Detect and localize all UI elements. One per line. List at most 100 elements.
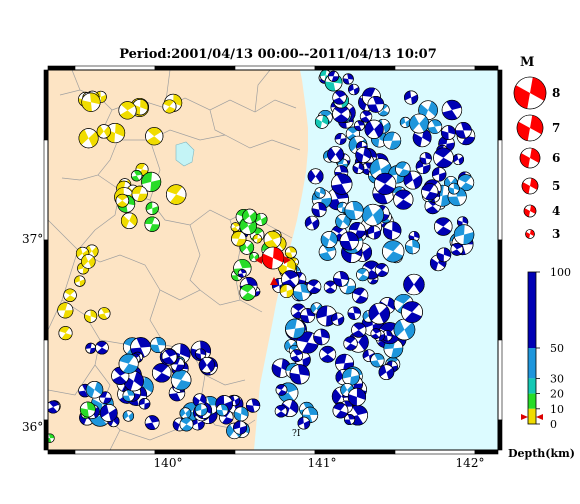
focal-mechanism-offshore-south xyxy=(378,364,395,381)
focal-mechanism-trench xyxy=(433,147,454,169)
focal-mechanism-west-north xyxy=(118,101,137,120)
focal-mechanism-offshore-south xyxy=(393,318,416,341)
frame-segment-bottom xyxy=(394,449,476,455)
focal-mechanism-south xyxy=(152,363,172,383)
focal-mechanism-offshore-north xyxy=(354,120,365,132)
depth-legend-title: Depth(km) xyxy=(508,447,575,460)
focal-mechanism-west-central xyxy=(145,201,159,215)
map-border xyxy=(47,69,499,451)
focal-mechanism-south xyxy=(138,397,151,410)
frame-segment-bottom xyxy=(154,449,236,455)
focal-mechanism-offshore-north xyxy=(383,131,402,150)
frame-segment-left xyxy=(43,69,49,141)
frame-segment-left xyxy=(43,139,49,241)
focal-mechanism-south xyxy=(161,348,178,365)
frame-segment-right xyxy=(497,339,503,421)
focal-mechanism-inland-swarm xyxy=(254,212,268,226)
focal-mechanism-offshore-south xyxy=(290,349,304,362)
frame-segment-bottom xyxy=(234,449,316,455)
depth-marker-right-icon xyxy=(536,414,543,420)
frame-segment-top xyxy=(314,65,396,71)
focal-mechanism-offshore-south xyxy=(333,271,349,287)
focal-mechanism-west-central xyxy=(166,184,187,205)
magnitude-legend-title: M xyxy=(520,55,534,70)
depth-tick-label: 50 xyxy=(550,342,564,355)
focal-mechanism-offshore-south xyxy=(351,322,367,338)
depth-band xyxy=(528,408,536,424)
focal-mechanism-offshore-south xyxy=(323,280,337,294)
focal-mechanism-offshore-southwest xyxy=(297,416,311,430)
focal-mechanism-west-south xyxy=(81,254,96,269)
magnitude-legend-ball-icon xyxy=(525,229,535,239)
focal-mechanism-coastal-north xyxy=(314,114,329,129)
focal-mechanism-inland-swarm xyxy=(237,269,247,278)
focal-mechanism-west-central xyxy=(115,193,130,208)
frame-segment-bottom xyxy=(314,449,396,455)
depth-tick-label: 30 xyxy=(550,372,564,385)
depth-band xyxy=(528,393,536,409)
focal-mechanism-south-east xyxy=(192,393,207,408)
focal-mechanism-offshore-central xyxy=(434,217,453,236)
frame-segment-top xyxy=(47,65,76,71)
focal-mechanism-offshore-south xyxy=(331,312,345,326)
focal-mechanism-offshore-central xyxy=(307,168,324,185)
focal-mechanism-south-east xyxy=(245,398,261,413)
magnitude-legend-label: 4 xyxy=(552,204,560,218)
focal-mechanisms xyxy=(48,70,476,443)
focal-mechanism-offshore-north xyxy=(367,96,385,113)
depth-marker-left-icon xyxy=(521,414,528,420)
focal-mechanism-offshore-south xyxy=(296,331,319,354)
focal-mechanism-offshore-central xyxy=(339,231,359,251)
focal-mechanism-offshore-north xyxy=(427,119,443,134)
focal-mechanism-offshore-southwest xyxy=(275,384,288,396)
focal-mechanism-offshore-north xyxy=(452,153,465,166)
focal-mechanism-offshore-north xyxy=(327,146,344,163)
depth-tick-label: 10 xyxy=(550,403,564,416)
focal-mechanism-south xyxy=(179,417,194,432)
focal-mechanism-offshore-central xyxy=(457,174,475,192)
frame-segment-left xyxy=(43,339,49,421)
magnitude-legend: M 8 7 6 5 4 3 xyxy=(513,55,560,241)
focal-mechanism-west-south xyxy=(74,275,86,287)
focal-mechanism-west-central xyxy=(141,171,162,192)
focal-mechanism-west-north xyxy=(145,127,164,146)
focal-mechanism-offshore-north xyxy=(399,116,411,128)
focal-mechanism-offshore-central xyxy=(304,215,320,231)
focal-mechanism-trench xyxy=(421,183,439,201)
depth-band xyxy=(528,348,536,379)
focal-mechanism-west-south xyxy=(57,302,74,319)
focal-mechanism-inland-swarm xyxy=(239,284,256,301)
focal-mechanism-southwest xyxy=(79,401,96,418)
focal-mechanism-south xyxy=(95,340,109,355)
focal-mechanism-south xyxy=(150,337,167,353)
focal-mechanism-main-shock xyxy=(261,246,285,270)
focal-mechanism-trench xyxy=(419,152,432,165)
focal-mechanism-offshore-north xyxy=(455,122,472,139)
focal-mechanism-coastal-north xyxy=(332,90,347,105)
frame-segment-right xyxy=(497,69,503,141)
focal-mechanism-south xyxy=(122,410,135,422)
magnitude-legend-label: 3 xyxy=(552,227,560,241)
focal-mechanism-inland-swarm xyxy=(242,208,258,224)
focal-mechanism-west-central xyxy=(131,170,143,182)
focal-mechanism-offshore-central xyxy=(436,247,452,263)
frame-segment-right xyxy=(497,419,503,451)
land-area xyxy=(48,70,308,450)
focal-mechanism-offshore-southwest xyxy=(274,404,288,418)
depth-band xyxy=(528,272,536,348)
focal-mechanism-offshore-southwest xyxy=(289,364,310,385)
focal-mechanism-west-central xyxy=(144,216,160,232)
focal-mechanism-south xyxy=(122,389,135,402)
focal-mechanism-offshore-central xyxy=(344,200,364,221)
frame-segment-bottom xyxy=(74,449,156,455)
focal-mechanism-south xyxy=(99,404,118,422)
focal-mechanism-south xyxy=(85,342,97,354)
lat-label-36: 36° xyxy=(22,420,43,434)
focal-mechanism-inland-swarm xyxy=(281,270,300,289)
frame-segment-bottom xyxy=(47,449,76,455)
focal-mechanism-offshore-central xyxy=(352,162,365,175)
magnitude-legend-ball-icon xyxy=(519,147,541,169)
focal-mechanism-offshore-south xyxy=(370,353,385,368)
focal-mechanism-offshore-north xyxy=(334,132,347,145)
